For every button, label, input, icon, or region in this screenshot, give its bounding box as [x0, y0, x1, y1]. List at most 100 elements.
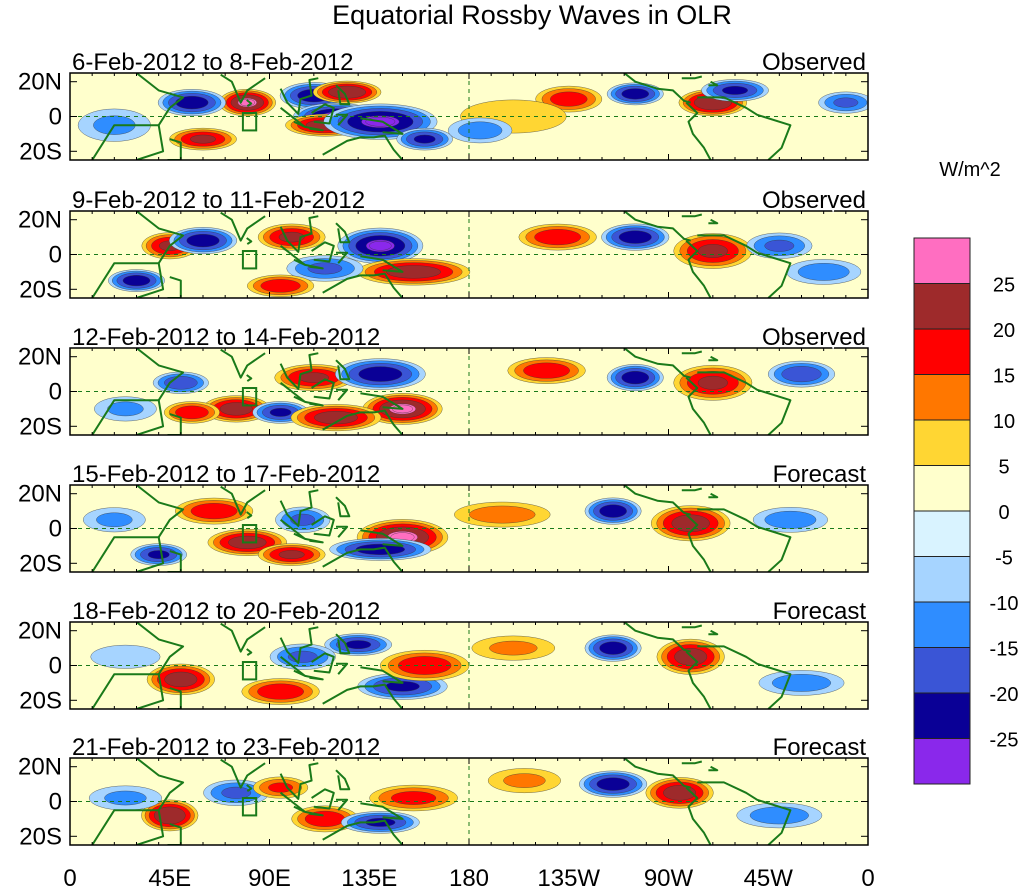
contour-fill: [503, 773, 546, 788]
coastline: [311, 103, 335, 125]
x-axis: 0 45E 90E 135E 180 135W 90W 45W 0: [63, 865, 874, 890]
coastline: [311, 241, 335, 263]
coastline: [681, 350, 703, 355]
colorbar-label: 5: [998, 457, 1009, 479]
x-tick-label: 180: [449, 865, 489, 890]
contour-fill: [764, 510, 817, 529]
contour-fill: [722, 86, 748, 95]
coastline: [623, 73, 691, 104]
panel-2: 20N 0 20S 9-Feb-2012 to 11-Feb-2012 Observed: [18, 185, 869, 303]
coastline: [685, 376, 712, 435]
contour-fill: [175, 96, 209, 110]
x-tick-label: 135W: [537, 865, 600, 890]
coastline: [623, 211, 691, 242]
coastline: [279, 489, 319, 527]
coastline: [623, 758, 691, 789]
reference-box: [241, 524, 258, 544]
colorbar-swatch: [913, 647, 971, 694]
colorbar-label: 15: [993, 366, 1015, 388]
coastline: [335, 496, 351, 518]
coastline: [681, 487, 703, 492]
coastline: [304, 263, 324, 270]
coastline: [322, 134, 404, 160]
coastline: [135, 73, 185, 126]
y-tick-label: 20S: [19, 550, 62, 577]
contour-fill: [781, 366, 822, 383]
panel-plot-area: [70, 348, 868, 435]
colorbar-units: W/m^2: [939, 159, 1001, 181]
contour-fill: [671, 514, 710, 532]
coastline: [336, 113, 349, 126]
coastline: [708, 355, 719, 362]
panel-period-label: 12-Feb-2012 to 14-Feb-2012: [72, 324, 380, 351]
coastline: [697, 96, 792, 160]
colorbar-label: 10: [993, 411, 1015, 433]
x-tick-label: 45W: [744, 865, 794, 890]
reference-box: [241, 387, 258, 407]
contour-fill: [122, 275, 151, 287]
coastline: [322, 546, 404, 572]
x-tick-label: 90E: [248, 865, 291, 890]
contour-fill: [833, 97, 859, 108]
contour-fill: [269, 408, 292, 417]
coastline: [246, 99, 253, 107]
contour-fill: [90, 644, 161, 669]
coastline: [360, 392, 404, 410]
y-tick-label: 20N: [18, 69, 62, 96]
coastline: [336, 525, 349, 538]
contour-fill: [697, 244, 728, 258]
contour-fill: [154, 806, 186, 825]
contour-fill: [221, 786, 252, 799]
chart-title: Equatorial Rossby Waves in OLR: [332, 0, 732, 30]
contour-fill: [772, 674, 831, 692]
contour-fill: [534, 229, 582, 246]
colorbar-swatch: [913, 419, 971, 466]
colorbar-swatch: [913, 601, 971, 648]
coastline: [335, 769, 351, 791]
x-tick-label: 0: [63, 865, 76, 890]
contour-fill: [413, 134, 436, 144]
coastline: [335, 359, 351, 381]
panel-status-label: Observed: [762, 324, 866, 351]
coastline: [304, 400, 324, 407]
panel-period-label: 15-Feb-2012 to 17-Feb-2012: [72, 461, 380, 488]
coastline: [322, 683, 404, 709]
coastline: [360, 802, 404, 820]
coastline: [335, 84, 351, 106]
coastline: [685, 513, 712, 572]
colorbar-swatch: [913, 556, 971, 603]
contour-fill: [697, 375, 728, 390]
coastline: [697, 508, 792, 572]
contour-fill: [175, 405, 209, 420]
coastline: [311, 652, 335, 674]
contour-fill: [107, 401, 144, 417]
coastline: [135, 485, 185, 538]
coastline: [681, 213, 703, 218]
coastline: [322, 272, 404, 298]
coastline: [685, 650, 712, 709]
coastline: [336, 662, 349, 675]
contour-fill: [96, 512, 133, 528]
coastline: [360, 255, 404, 273]
colorbar-label: -5: [995, 548, 1013, 570]
coastline: [681, 760, 703, 765]
contour-fill: [457, 121, 503, 140]
contour-fill: [523, 362, 570, 379]
coastline: [322, 409, 404, 435]
colorbar-label: -15: [990, 639, 1019, 661]
x-tick-label: 90W: [644, 865, 694, 890]
panel-status-label: Forecast: [773, 461, 867, 488]
contour-fill: [290, 513, 316, 526]
colorbar-label: 25: [993, 275, 1015, 297]
contour-fill: [260, 279, 301, 293]
coastline: [279, 352, 319, 390]
coastline: [220, 348, 266, 379]
coastline: [697, 645, 792, 709]
colorbar-legend: W/m^2 25 20 15 10 5 0 -5 -10 -15 -20 -25: [913, 159, 1019, 785]
y-tick-label: 20S: [19, 823, 62, 850]
coastline: [246, 511, 253, 519]
x-tick-label: 45E: [148, 865, 191, 890]
contour-fill: [764, 239, 795, 252]
coastline: [708, 80, 719, 87]
colorbar-label: 20: [993, 320, 1015, 342]
